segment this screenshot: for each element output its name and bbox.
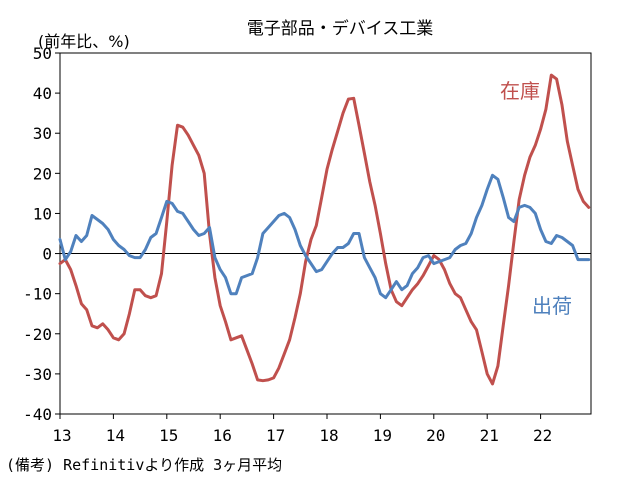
- x-tick-label: 16: [213, 426, 232, 445]
- x-tick-label: 14: [106, 426, 125, 445]
- series-line-shipments: [58, 173, 591, 300]
- x-tick-label: 15: [159, 426, 178, 445]
- series-lines: [58, 73, 591, 386]
- x-tick-label: 18: [319, 426, 338, 445]
- series-label-shipments: 出荷: [532, 294, 572, 318]
- x-tick-label: 21: [480, 426, 499, 445]
- x-tick-label: 20: [426, 426, 445, 445]
- plot-area: [59, 52, 592, 415]
- chart-title: 電子部品・デバイス工業: [247, 18, 434, 39]
- y-axis-ticks: 50 40 30 20 10 0 -10 -20 -30 -40: [23, 44, 60, 424]
- y-tick-label: -30: [23, 365, 52, 384]
- y-tick-label: 40: [33, 84, 52, 103]
- y-axis-label: (前年比、%): [38, 32, 130, 51]
- series-line-inventory: [58, 73, 591, 386]
- y-tick-label: 10: [33, 204, 52, 223]
- x-tick-label: 17: [266, 426, 285, 445]
- source-note: (備考) Refinitivより作成 3ヶ月平均: [6, 456, 282, 474]
- series-label-inventory: 在庫: [500, 79, 540, 103]
- y-tick-label: 20: [33, 164, 52, 183]
- x-axis-ticks: 13 14 15 16 17 18 19 20 21 22: [52, 414, 552, 445]
- y-tick-label: -20: [23, 325, 52, 344]
- y-tick-label: 0: [42, 245, 52, 264]
- x-tick-label: 22: [533, 426, 552, 445]
- y-tick-label: -40: [23, 405, 52, 424]
- y-tick-label: 30: [33, 124, 52, 143]
- x-tick-label: 13: [52, 426, 71, 445]
- x-tick-label: 19: [373, 426, 392, 445]
- y-tick-label: -10: [23, 285, 52, 304]
- y-tick-label: 50: [33, 44, 52, 63]
